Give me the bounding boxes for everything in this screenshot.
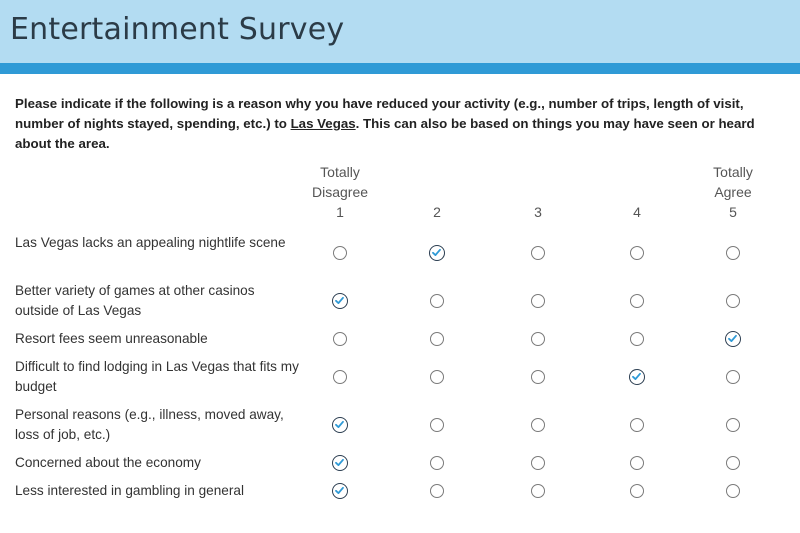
radio-row3-option3[interactable] xyxy=(531,332,545,346)
row-label: Resort fees seem unreasonable xyxy=(15,331,208,346)
radio-row6-option3[interactable] xyxy=(531,456,545,470)
checkmark-icon xyxy=(335,420,344,428)
radio-row4-option3[interactable] xyxy=(531,370,545,384)
row-label: Less interested in gambling in general xyxy=(15,483,244,498)
header-accent-stripe xyxy=(0,63,800,74)
radio-row7-option2[interactable] xyxy=(430,484,444,498)
scale-header-5-num: 5 xyxy=(729,204,737,220)
radio-row7-option5[interactable] xyxy=(726,484,740,498)
scale-header-4-num: 4 xyxy=(633,204,641,220)
row-label: Las Vegas lacks an appealing nightlife s… xyxy=(15,235,286,250)
radio-row3-option4[interactable] xyxy=(630,332,644,346)
row-label: Difficult to find lodging in Las Vegas t… xyxy=(15,359,299,394)
radio-row6-option5[interactable] xyxy=(726,456,740,470)
radio-row2-option2[interactable] xyxy=(430,294,444,308)
question-text-after: . This can also be based on things you m… xyxy=(15,116,755,151)
radio-row2-option3[interactable] xyxy=(531,294,545,308)
radio-row5-option3[interactable] xyxy=(531,418,545,432)
scale-header-1-top: Totally xyxy=(320,164,360,180)
checkmark-icon xyxy=(335,486,344,494)
radio-row4-option2[interactable] xyxy=(430,370,444,384)
scale-header-5-top: Totally xyxy=(713,164,753,180)
scale-header-1-num: 1 xyxy=(336,204,344,220)
radio-row2-option5[interactable] xyxy=(726,294,740,308)
radio-row7-option1[interactable] xyxy=(332,483,348,499)
radio-row7-option3[interactable] xyxy=(531,484,545,498)
row-label: Concerned about the economy xyxy=(15,455,201,470)
checkmark-icon xyxy=(632,372,641,380)
radio-row3-option5[interactable] xyxy=(725,331,741,347)
header-bar xyxy=(0,0,800,63)
page-title: Entertainment Survey xyxy=(10,12,345,47)
radio-row1-option3[interactable] xyxy=(531,246,545,260)
checkmark-icon xyxy=(728,334,737,342)
radio-row5-option2[interactable] xyxy=(430,418,444,432)
radio-row1-option2[interactable] xyxy=(429,245,445,261)
radio-row6-option1[interactable] xyxy=(332,455,348,471)
question-text: Please indicate if the following is a re… xyxy=(15,94,793,154)
question-location: Las Vegas xyxy=(290,116,356,131)
checkmark-icon xyxy=(335,296,344,304)
radio-row1-option5[interactable] xyxy=(726,246,740,260)
row-label: Better variety of games at other casinos… xyxy=(15,283,255,318)
radio-row5-option4[interactable] xyxy=(630,418,644,432)
radio-row7-option4[interactable] xyxy=(630,484,644,498)
radio-row6-option2[interactable] xyxy=(430,456,444,470)
radio-row4-option1[interactable] xyxy=(333,370,347,384)
radio-row4-option4[interactable] xyxy=(629,369,645,385)
scale-header-3-num: 3 xyxy=(534,204,542,220)
radio-row3-option2[interactable] xyxy=(430,332,444,346)
radio-row2-option4[interactable] xyxy=(630,294,644,308)
radio-row1-option1[interactable] xyxy=(333,246,347,260)
scale-header-1-mid: Disagree xyxy=(311,184,369,200)
radio-row6-option4[interactable] xyxy=(630,456,644,470)
row-label: Personal reasons (e.g., illness, moved a… xyxy=(15,407,284,442)
radio-row5-option1[interactable] xyxy=(332,417,348,433)
radio-row4-option5[interactable] xyxy=(726,370,740,384)
radio-row3-option1[interactable] xyxy=(333,332,347,346)
radio-row2-option1[interactable] xyxy=(332,293,348,309)
scale-header-5-mid: Agree xyxy=(714,184,752,200)
scale-header-2-num: 2 xyxy=(433,204,441,220)
question-text-before: Please indicate if the following is a re… xyxy=(15,96,744,131)
radio-row5-option5[interactable] xyxy=(726,418,740,432)
checkmark-icon xyxy=(432,248,441,256)
radio-row1-option4[interactable] xyxy=(630,246,644,260)
checkmark-icon xyxy=(335,458,344,466)
